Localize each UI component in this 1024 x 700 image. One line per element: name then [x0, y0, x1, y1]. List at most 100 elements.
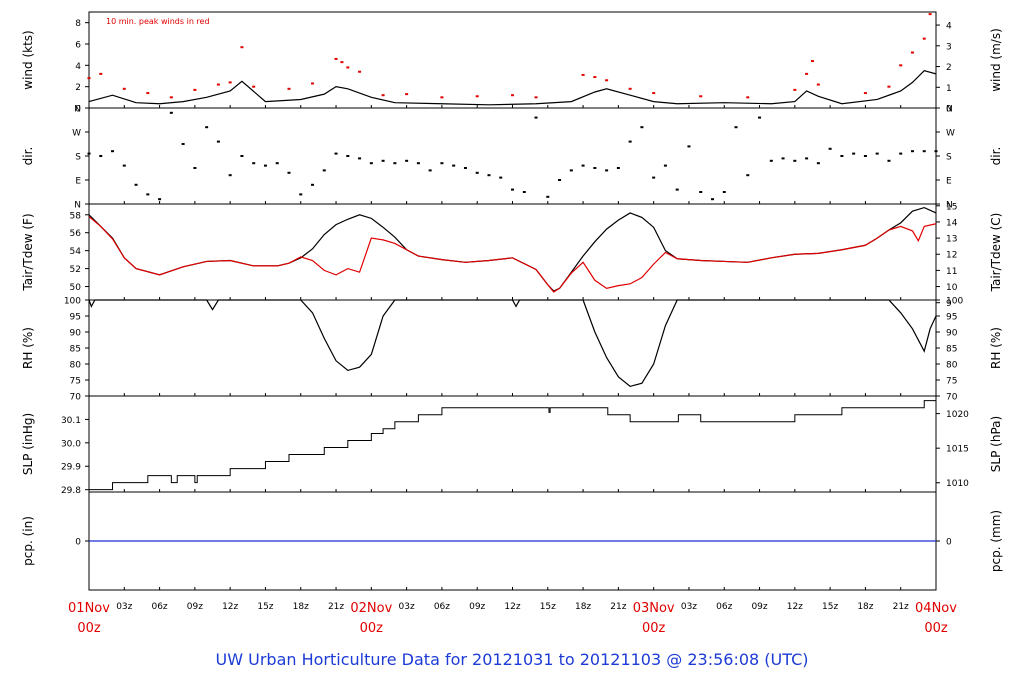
dir-point: [393, 162, 397, 165]
y-axis-title-left: wind (kts): [21, 30, 35, 89]
y-tick-label-left: N: [74, 105, 81, 115]
y-tick-label-left: 85: [70, 345, 81, 355]
dir-point: [205, 126, 209, 129]
y-tick-label-right: 0: [946, 105, 952, 115]
wind-point: [193, 88, 197, 91]
y-tick-label-left: 70: [70, 393, 82, 403]
wind-point: [863, 92, 867, 95]
dir-point: [193, 167, 197, 169]
y-axis-title-right: dir.: [989, 147, 1003, 166]
y-tick-label-left: 52: [70, 265, 81, 275]
wind-point: [793, 88, 797, 91]
y-tick-label-right: 0: [946, 538, 952, 548]
wind-point: [605, 79, 609, 82]
dir-point: [863, 155, 867, 157]
dir-point: [687, 145, 691, 148]
y-tick-label-left: 29.8: [61, 486, 81, 496]
y-axis-title-right: SLP (hPa): [989, 416, 1003, 472]
dir-point: [652, 176, 656, 179]
dir-point: [405, 159, 409, 162]
y-tick-label-right: 12: [946, 251, 957, 261]
x-tick-label: 18z: [293, 602, 309, 612]
x-tick-label: 15z: [822, 602, 838, 612]
dir-point: [722, 191, 726, 193]
wind-point: [652, 92, 656, 95]
panel-frame-slp: [88, 395, 937, 493]
x-tick-label: 18z: [857, 602, 873, 612]
wind-point: [928, 13, 932, 16]
wind-point: [475, 95, 479, 98]
dir-point: [534, 116, 538, 119]
wind-point: [810, 60, 814, 63]
dir-point: [158, 198, 162, 201]
x-tick-label: 21z: [893, 602, 909, 612]
wind-line: [88, 69, 937, 106]
x-tick-label: 18z: [575, 602, 591, 612]
x-tick-label: 21z: [610, 602, 626, 612]
dir-point: [228, 174, 232, 177]
x-tick-label: 09z: [469, 602, 485, 612]
dir-point: [511, 188, 514, 191]
y-tick-label-right: 80: [946, 361, 958, 371]
wind-point: [887, 85, 891, 88]
wind-point: [593, 76, 597, 79]
dir-point: [746, 174, 750, 177]
x-tick-label: 12z: [787, 602, 803, 612]
y-tick-label-right: 1015: [946, 445, 969, 455]
dir-point: [828, 147, 832, 150]
wind-point: [534, 96, 538, 99]
y-tick-label-right: 14: [946, 218, 958, 228]
x-date-label: 01Nov: [68, 601, 110, 616]
wind-point: [252, 85, 256, 88]
temp-line-tair: [88, 206, 937, 292]
dir-point: [369, 162, 373, 165]
dir-point: [475, 171, 479, 174]
dir-point: [416, 162, 420, 165]
y-tick-label-right: 13: [946, 235, 957, 245]
x-hour-label: 00z: [642, 621, 666, 636]
dir-point: [440, 162, 444, 165]
y-tick-label-left: 100: [64, 297, 81, 307]
wind-point: [146, 92, 150, 95]
rh-line: [88, 299, 937, 388]
x-tick-label: 03z: [399, 602, 415, 612]
dir-point: [99, 155, 103, 157]
dir-point: [663, 164, 667, 167]
wind-point: [287, 87, 291, 90]
panel-frame-wind: [88, 11, 937, 109]
x-tick-label: 15z: [540, 602, 556, 612]
y-tick-label-right: E: [946, 177, 952, 187]
y-tick-label-left: 58: [70, 211, 82, 221]
dir-point: [252, 162, 256, 165]
wind-point: [334, 57, 338, 60]
y-tick-label-left: 30.1: [61, 416, 81, 426]
y-tick-label-left: 95: [70, 313, 81, 323]
dir-point: [781, 157, 785, 160]
y-axis-title-right: wind (m/s): [989, 28, 1003, 92]
dir-point: [769, 159, 773, 162]
x-hour-label: 00z: [924, 621, 948, 636]
y-axis-title-right: pcp. (mm): [989, 510, 1003, 572]
wind-point: [99, 72, 103, 75]
y-tick-label-right: 90: [946, 329, 958, 339]
y-tick-label-right: 10: [946, 283, 958, 293]
wind-point: [228, 81, 232, 84]
y-tick-label-left: 54: [70, 247, 82, 257]
y-tick-label-left: S: [75, 153, 81, 163]
dir-point: [181, 143, 185, 145]
dir-point: [569, 169, 573, 172]
y-tick-label-left: 90: [70, 329, 82, 339]
x-date-label: 02Nov: [350, 601, 392, 616]
y-tick-label-left: 0: [75, 538, 81, 548]
y-tick-label-left: 8: [75, 19, 81, 29]
dir-point: [805, 157, 809, 160]
y-tick-label-right: 4: [946, 22, 952, 32]
x-tick-label: 21z: [328, 602, 344, 612]
y-tick-label-right: N: [946, 201, 953, 211]
y-axis-title-left: RH (%): [21, 327, 35, 369]
y-tick-label-right: 95: [946, 313, 957, 323]
y-tick-label-right: 3: [946, 42, 952, 52]
dir-point: [146, 193, 150, 196]
y-tick-label-right: 11: [946, 267, 957, 277]
dir-point: [122, 164, 126, 167]
